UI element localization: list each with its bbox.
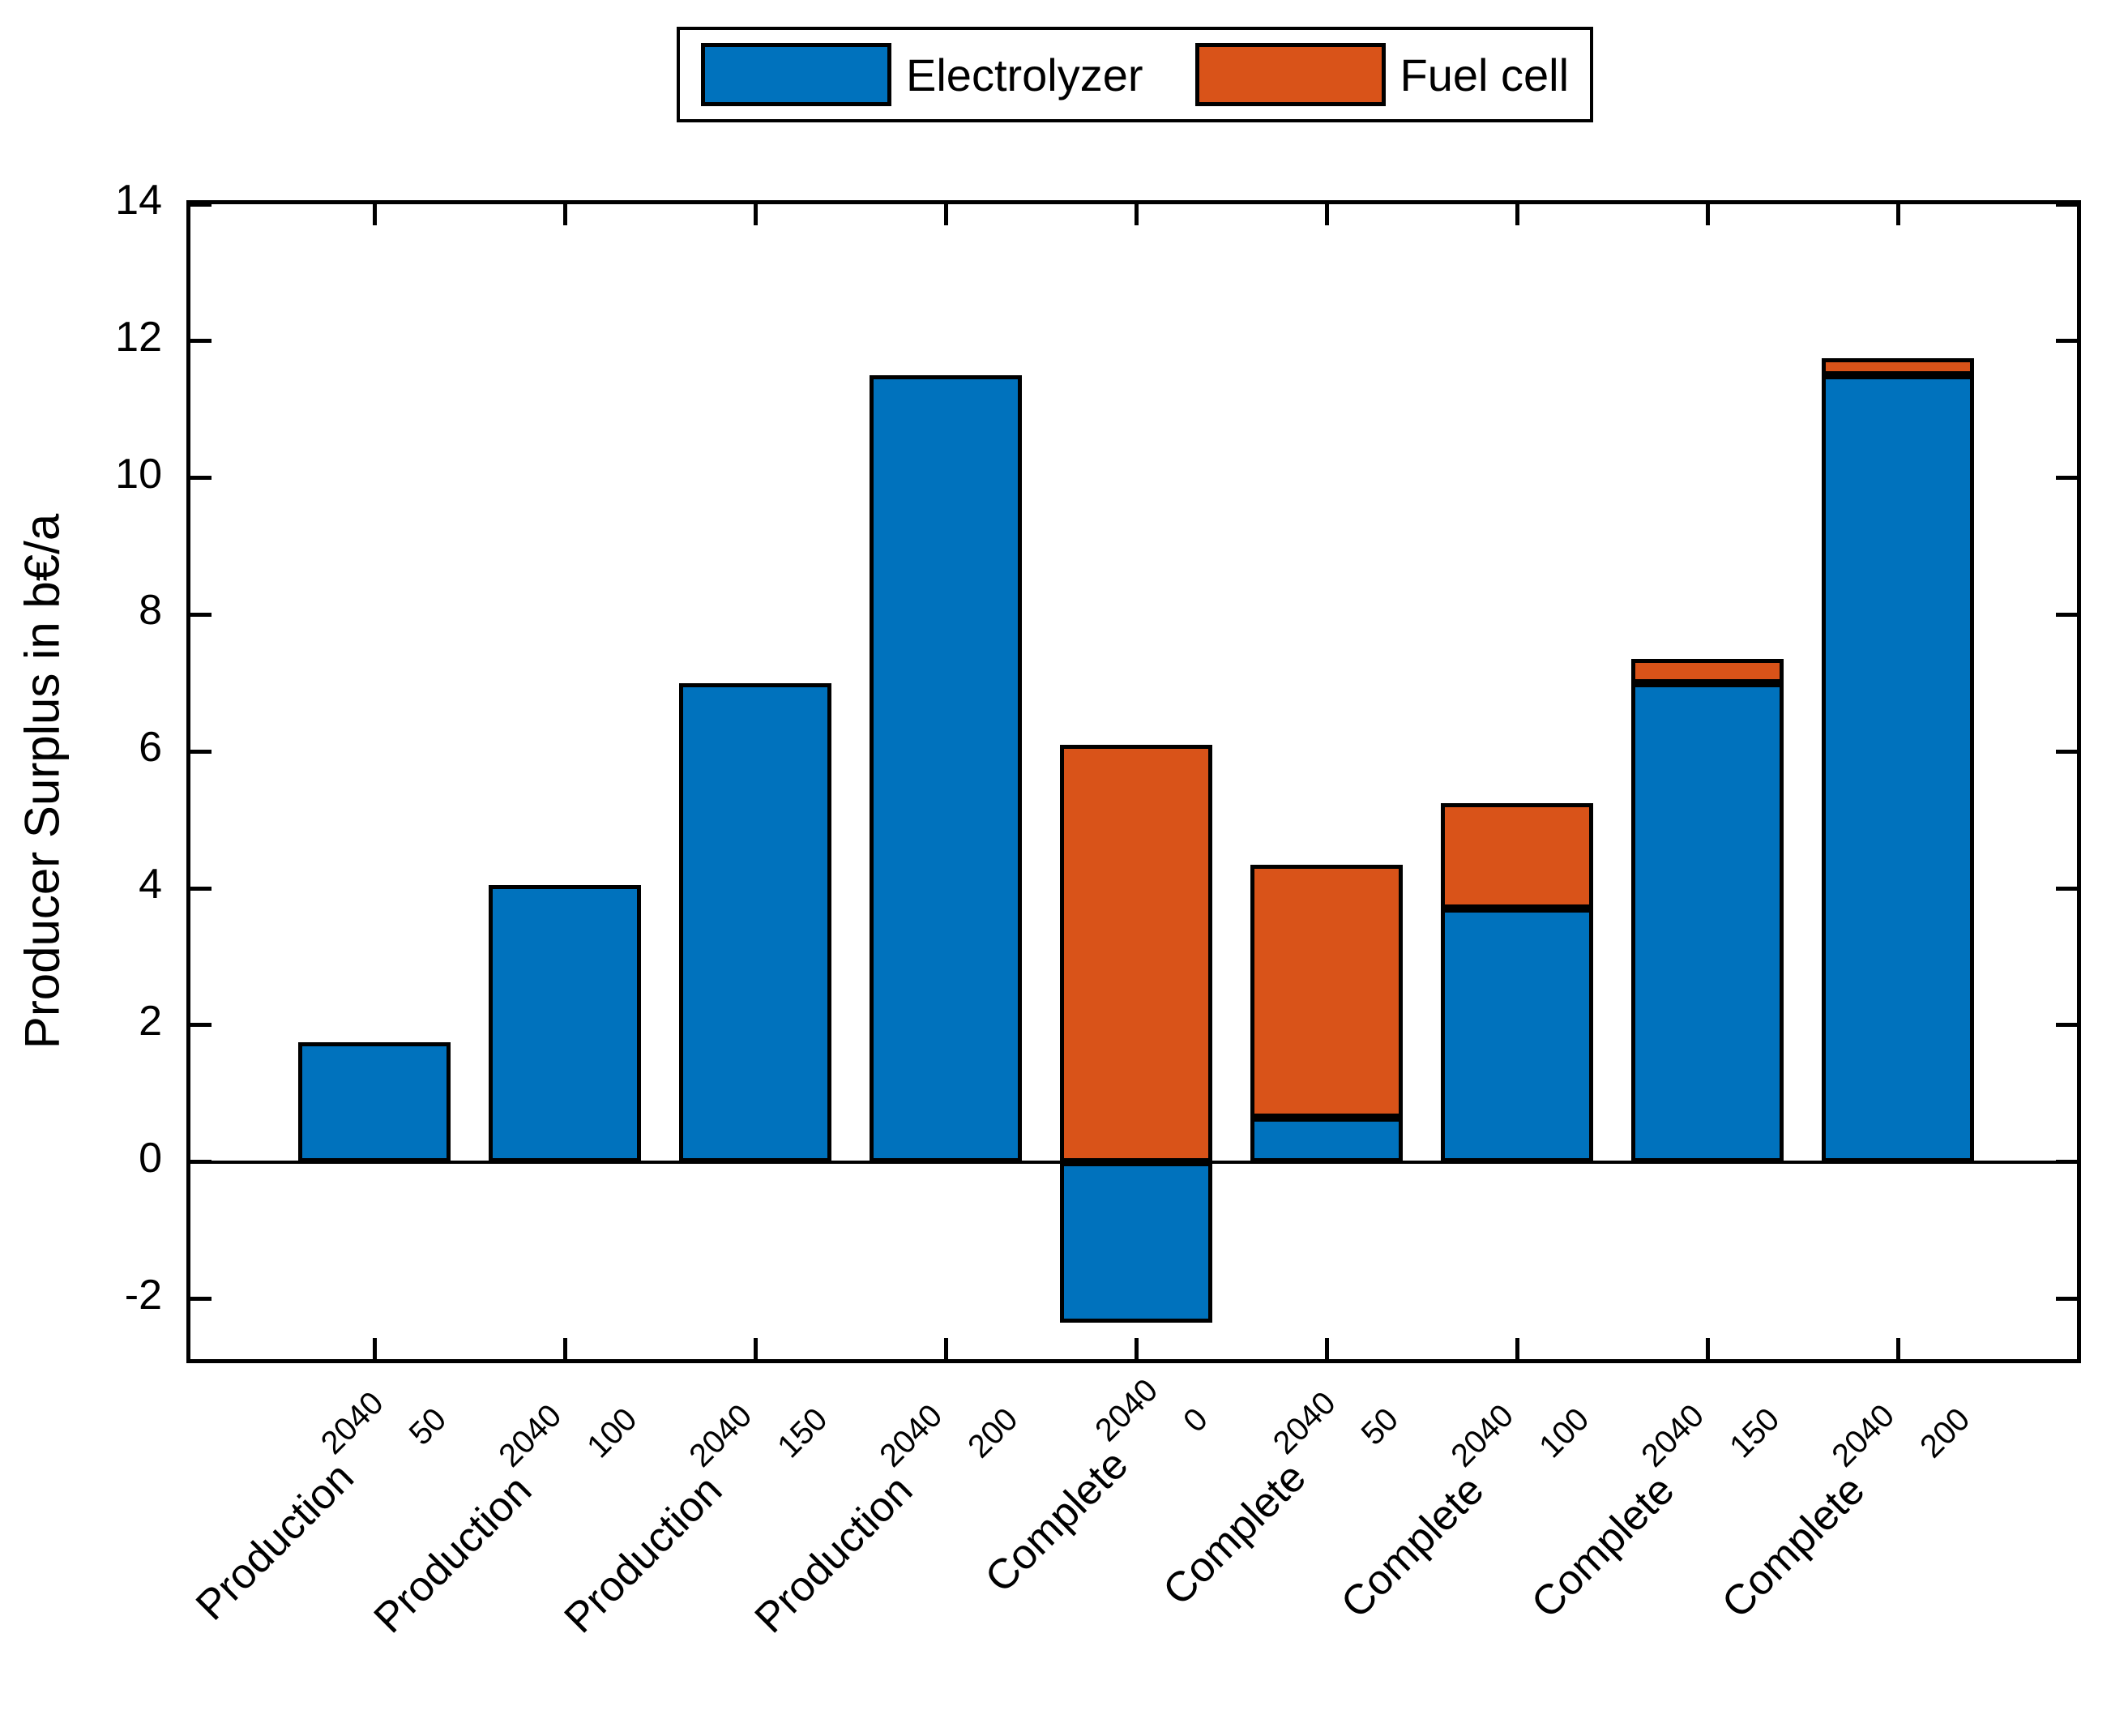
bar-segment-electrolyzer: [298, 1042, 451, 1162]
legend-label: Electrolyzer: [906, 49, 1143, 100]
y-tick-mark: [190, 339, 212, 344]
y-tick-mark: [2056, 1297, 2077, 1302]
x-tick-mark: [1324, 204, 1329, 225]
bar-segment-fuel-cell: [1441, 802, 1593, 909]
x-tick-mark: [1895, 1338, 1900, 1359]
bar-segment-electrolyzer: [1250, 1117, 1403, 1162]
y-tick-mark: [190, 612, 212, 617]
y-tick-mark: [2056, 339, 2077, 344]
bar-segment-fuel-cell: [1822, 357, 1974, 376]
y-tick-label: 10: [115, 450, 162, 498]
y-tick-label: 6: [139, 724, 162, 772]
x-tick-mark: [753, 204, 758, 225]
bar-segment-electrolyzer: [1060, 1161, 1212, 1323]
x-tick-mark: [562, 204, 567, 225]
x-tick-mark: [1134, 1338, 1139, 1359]
y-tick-mark: [190, 886, 212, 891]
x-tick-mark: [943, 204, 948, 225]
legend-swatch: [701, 43, 891, 106]
x-tick-mark: [943, 1338, 948, 1359]
x-tick-mark: [1705, 1338, 1710, 1359]
y-tick-label: 14: [115, 177, 162, 224]
bar-segment-fuel-cell: [1250, 864, 1403, 1118]
bar-segment-electrolyzer: [870, 375, 1022, 1162]
x-tick-mark: [372, 1338, 377, 1359]
y-tick-mark: [190, 1297, 212, 1302]
x-tick-mark: [1895, 204, 1900, 225]
y-tick-mark: [2056, 612, 2077, 617]
bar-segment-fuel-cell: [1060, 744, 1212, 1162]
bar-segment-electrolyzer: [489, 884, 641, 1162]
x-tick-mark: [1515, 204, 1519, 225]
x-tick-mark: [562, 1338, 567, 1359]
bar-segment-fuel-cell: [1631, 659, 1784, 683]
y-tick-mark: [190, 749, 212, 754]
x-tick-mark: [753, 1338, 758, 1359]
y-tick-mark: [2056, 886, 2077, 891]
x-tick-mark: [1134, 204, 1139, 225]
bar-segment-electrolyzer: [1631, 682, 1784, 1162]
bar-segment-electrolyzer: [679, 682, 831, 1162]
legend-label: Fuel cell: [1399, 49, 1570, 100]
y-tick-mark: [2056, 1160, 2077, 1165]
y-tick-mark: [2056, 1023, 2077, 1028]
y-tick-mark: [2056, 476, 2077, 481]
y-tick-mark: [2056, 749, 2077, 754]
y-tick-mark: [190, 476, 212, 481]
x-tick-mark: [1324, 1338, 1329, 1359]
legend-item-electrolyzer: Electrolyzer: [701, 43, 1143, 106]
y-tick-mark: [2056, 202, 2077, 207]
y-tick-label: 2: [139, 997, 162, 1045]
legend: Electrolyzer Fuel cell: [677, 27, 1594, 122]
x-tick-mark: [1705, 204, 1710, 225]
x-tick-mark: [372, 204, 377, 225]
y-tick-label: 12: [115, 313, 162, 361]
bar-segment-electrolyzer: [1822, 375, 1974, 1162]
y-tick-mark: [190, 1023, 212, 1028]
bar-segment-electrolyzer: [1441, 909, 1593, 1162]
y-tick-label: 4: [139, 861, 162, 909]
legend-swatch: [1194, 43, 1386, 106]
y-tick-mark: [190, 202, 212, 207]
x-tick-mark: [1515, 1338, 1519, 1359]
y-tick-mark: [190, 1160, 212, 1165]
y-tick-label: 0: [139, 1134, 162, 1182]
plot-area: [186, 200, 2081, 1363]
y-tick-label: 8: [139, 587, 162, 635]
legend-item-fuel-cell: Fuel cell: [1194, 43, 1570, 106]
y-tick-label: -2: [124, 1271, 162, 1319]
